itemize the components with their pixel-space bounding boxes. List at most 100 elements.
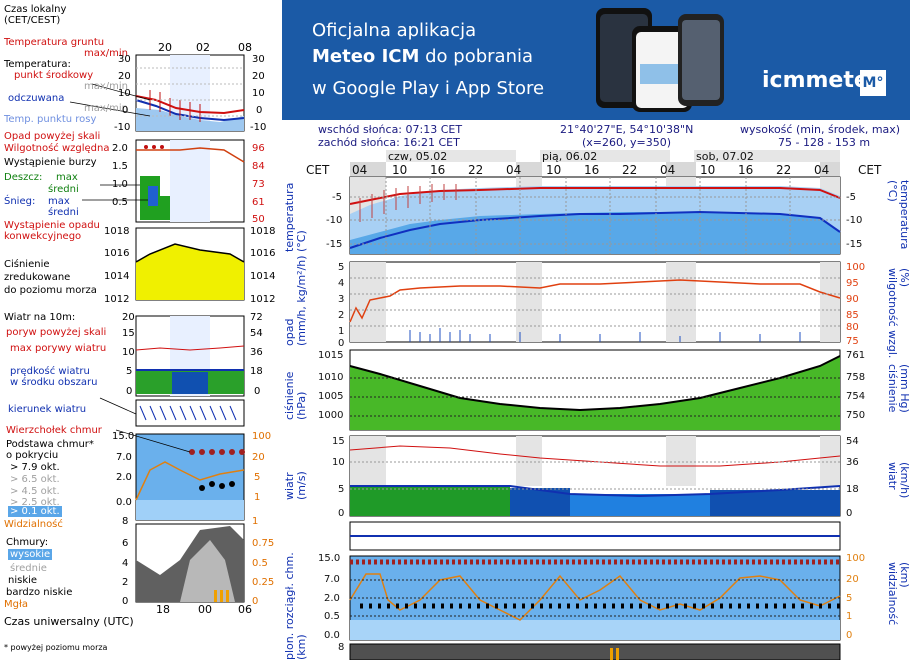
press-rtick-1014: 1014 (250, 271, 276, 282)
legend-wind-arrows (139, 405, 237, 421)
press-rtick-758: 758 (846, 372, 866, 383)
okt-79-label: > 7.9 okt. (10, 462, 60, 473)
hour-8: 22 (622, 163, 638, 177)
app-promo-banner[interactable]: Oficjalna aplikacja Meteo ICM do pobrani… (282, 0, 910, 120)
cloud2-tick-8: 8 (122, 516, 129, 527)
banner-line3: w Google Play i App Store (312, 78, 545, 99)
wind-rtick-18: 18 (846, 484, 859, 495)
cloud-mid-label: średnie (10, 563, 47, 574)
temp-rtick-30: 30 (252, 54, 265, 65)
humid-rtick-90: 90 (846, 294, 859, 305)
utc-label: Czas uniwersalny (UTC) (4, 615, 134, 628)
legend-snow-bar (148, 186, 158, 206)
press-rtick-750: 750 (846, 410, 866, 421)
temp-ltick-3: -15 (326, 239, 343, 250)
temp-rtick-1: -5 (846, 192, 856, 203)
precip-tick-1: 1.0 (112, 179, 128, 190)
hour-2: 10 (392, 163, 408, 177)
cloud-tick-0: 0.0 (116, 497, 132, 508)
precip-bars (409, 328, 801, 342)
wind-tick-0: 0 (126, 386, 133, 397)
press-rtick-1018: 1018 (250, 226, 276, 237)
cloud-top-label: Wierzchołek chmur (6, 425, 102, 436)
temp-rtick-20: 20 (252, 71, 265, 82)
wind-ylabel: wiatr (m/s) (283, 471, 308, 500)
hour-1: 04 (352, 163, 368, 177)
height-values: 75 - 128 - 153 m (778, 136, 871, 149)
cloud-tick-7: 7.0 (116, 452, 132, 463)
phones-image (596, 8, 724, 112)
cloudcover-ltick-8: 8 (338, 642, 345, 653)
press-tick-1016: 1016 (104, 248, 130, 259)
cloud2-rtick-075: 0.75 (252, 538, 275, 549)
brand-badge: M° (860, 70, 886, 96)
wind-rtick-36: 36 (250, 347, 263, 358)
precip-panel (349, 261, 841, 343)
hour-11: 16 (738, 163, 754, 177)
pressure-label: Ciśnienie zredukowane do poziomu morza (4, 259, 97, 296)
hour-4: 22 (468, 163, 484, 177)
temp-ylabel: temperatura (°C) (283, 182, 308, 252)
day-band-3 (694, 150, 840, 162)
precip-ltick-2: 2 (338, 310, 345, 321)
rain-mid-label: średni (48, 184, 79, 195)
press-tick-1018: 1018 (104, 226, 130, 237)
cloud-ltick-05: 0.5 (324, 611, 340, 622)
wind-ltick-15: 15 (332, 436, 345, 447)
visibility-label: Widzialność (4, 519, 63, 530)
temp-ltick-2: -10 (326, 215, 343, 226)
vis-ylabel: (km) widzialność (886, 562, 910, 626)
humid-tick-50: 50 (252, 214, 265, 225)
wind-rtick-72: 72 (250, 312, 263, 323)
vis-rtick-20: 20 (846, 574, 859, 585)
coords-text: 21°40'27"E, 54°10'38"N (560, 123, 694, 136)
wind-tick-10: 10 (122, 347, 135, 358)
cloud2-rtick-1: 1 (252, 516, 259, 527)
cloud-low-label: niskie (8, 575, 38, 586)
temp-ylabel-right: temperatura (°C) (886, 180, 910, 250)
precip-tick-15: 1.5 (112, 161, 128, 172)
temperature-label: Temperatura: (4, 59, 71, 70)
cloud-high-label: wysokie (8, 549, 53, 560)
cloud2-rtick-025: 0.25 (252, 577, 275, 588)
okt-45-label: > 4.5 okt. (10, 486, 60, 497)
humid-tick-84: 84 (252, 161, 265, 172)
okt-01-label: > 0.1 okt. (8, 506, 62, 517)
day-label-2: pią, 06.02 (542, 150, 598, 163)
cloud2-rtick-0: 0 (252, 596, 259, 607)
humid-rtick-75: 75 (846, 336, 859, 347)
press-rtick-754: 754 (846, 391, 866, 402)
cloud-ylabel: plon. rozciągł. chm. (km) (283, 552, 308, 660)
cloud-ltick-7: 7.0 (324, 574, 340, 585)
feels-like-line (349, 210, 841, 249)
cloud2-tick-2: 2 (122, 577, 129, 588)
legend-visibility-line (135, 461, 245, 501)
cloud-base-label: Podstawa chmur* o pokryciu (6, 439, 94, 461)
legend-cloud-top-dots (189, 449, 245, 455)
humid-tick-96: 96 (252, 143, 265, 154)
temp-tick-0: 0 (122, 105, 129, 116)
cloud-ltick-15: 15.0 (318, 553, 341, 564)
cloud-ltick-2: 2.0 (324, 593, 340, 604)
humid-rtick-85: 85 (846, 310, 859, 321)
wind-rtick-18: 18 (250, 366, 263, 377)
vis-rtick-100: 100 (846, 553, 866, 564)
snow-mid-label: średni (48, 207, 79, 218)
hour-9: 04 (660, 163, 676, 177)
temp-rtick-2: -10 (846, 215, 863, 226)
cloud-vlow-label: bardzo niskie (6, 587, 73, 598)
legend-pressure-area (136, 244, 244, 300)
time-tick-08: 08 (238, 41, 252, 54)
sunrise-text: wschód słońca: 07:13 CET (318, 123, 463, 136)
hour-13: 04 (814, 163, 830, 177)
legend-temp-line (135, 95, 245, 115)
pressure-area (350, 356, 840, 430)
okt-25-label: > 2.5 okt. (10, 497, 60, 508)
snow-max-label: max (48, 196, 70, 207)
hour-6: 10 (546, 163, 562, 177)
temp-line (349, 187, 841, 205)
press-ltick-1015: 1015 (318, 350, 344, 361)
legend-storm-marks (144, 145, 164, 149)
wind-tick-5: 5 (126, 366, 133, 377)
